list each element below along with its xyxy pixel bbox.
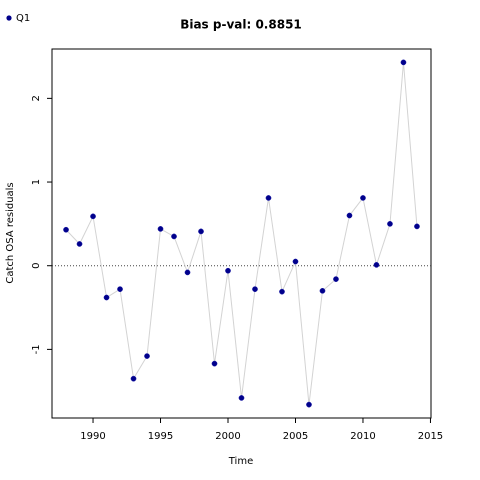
- data-point: [157, 226, 164, 232]
- chart-title: Bias p-val: 0.8851: [180, 18, 302, 32]
- data-point: [265, 195, 272, 201]
- data-point: [103, 294, 110, 301]
- data-point: [63, 226, 69, 233]
- data-point: [306, 401, 312, 408]
- data-point: [360, 195, 366, 201]
- data-point: [387, 221, 393, 227]
- data-point: [346, 212, 353, 219]
- y-tick-label: -1: [31, 344, 42, 354]
- data-point: [90, 213, 96, 220]
- y-tick-label: 2: [31, 95, 42, 101]
- data-point: [198, 228, 204, 235]
- plot-frame: [51, 48, 432, 419]
- x-tick-label: 1995: [148, 431, 173, 442]
- data-point: [414, 223, 420, 230]
- series-line: [65, 62, 418, 405]
- data-point: [373, 262, 380, 268]
- data-point: [319, 287, 326, 294]
- x-tick-label: 1990: [80, 431, 105, 442]
- x-tick-label: 2010: [350, 431, 375, 442]
- legend-label: Q1: [16, 13, 30, 24]
- y-tick-label: 0: [31, 263, 42, 269]
- legend-marker: [6, 15, 12, 21]
- data-point: [211, 360, 218, 367]
- x-tick-label: 2005: [283, 431, 308, 442]
- data-point: [252, 286, 258, 292]
- data-point: [117, 286, 123, 292]
- x-tick-label: 2015: [418, 431, 443, 442]
- data-point: [130, 375, 137, 382]
- y-axis-label: Catch OSA residuals: [5, 182, 16, 283]
- data-point: [144, 353, 150, 359]
- x-axis-label: Time: [228, 456, 253, 467]
- data-point: [400, 59, 407, 66]
- y-tick-label: 1: [31, 179, 42, 185]
- data-point: [171, 233, 177, 240]
- data-point: [76, 241, 83, 247]
- data-point: [333, 276, 339, 282]
- data-point: [238, 395, 245, 401]
- data-point: [184, 269, 191, 276]
- data-point: [292, 258, 299, 265]
- data-point: [279, 288, 285, 295]
- data-point: [225, 267, 231, 274]
- x-tick-label: 2000: [215, 431, 240, 442]
